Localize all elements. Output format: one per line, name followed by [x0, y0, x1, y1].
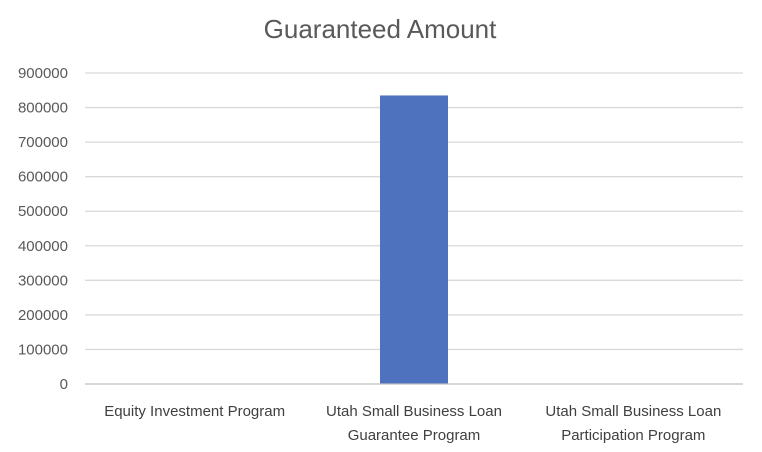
x-tick-label: Guarantee Program [348, 427, 481, 444]
y-tick-label: 100000 [18, 341, 68, 358]
x-axis: Equity Investment Program Utah Small Busi… [85, 383, 743, 444]
y-axis: 0 100000 200000 300000 400000 500000 600000 700… [18, 65, 68, 393]
y-tick-label: 400000 [18, 238, 68, 255]
bar [380, 95, 448, 384]
x-tick-label: Utah Small Business Loan [326, 403, 502, 420]
y-tick-label: 600000 [18, 169, 68, 186]
y-tick-label: 500000 [18, 203, 68, 220]
y-tick-label: 300000 [18, 272, 68, 289]
y-tick-label: 900000 [18, 65, 68, 82]
chart-title: Guaranteed Amount [264, 14, 497, 44]
x-tick-label: Equity Investment Program [104, 403, 285, 420]
x-tick-label: Utah Small Business Loan [545, 403, 721, 420]
y-tick-label: 700000 [18, 134, 68, 151]
y-tick-label: 200000 [18, 307, 68, 324]
x-tick-label: Participation Program [561, 427, 705, 444]
y-tick-label: 800000 [18, 100, 68, 117]
y-tick-label: 0 [60, 376, 68, 393]
bars [380, 95, 448, 384]
